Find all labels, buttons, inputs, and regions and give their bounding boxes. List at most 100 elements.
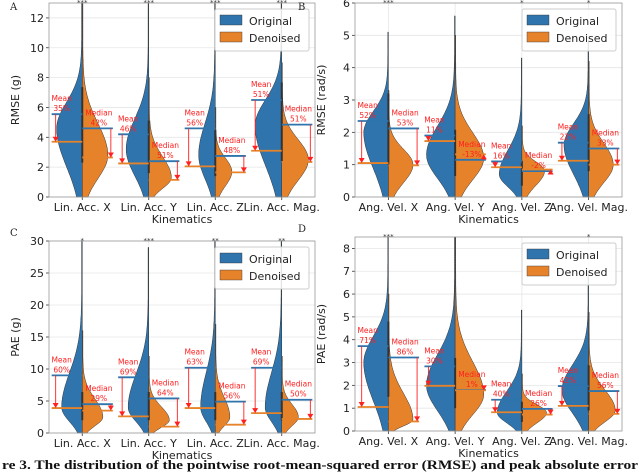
y-tick-label: 2 <box>343 126 350 139</box>
violin-denoised <box>215 107 233 198</box>
mean-label: Mean <box>491 380 512 389</box>
y-tick-label: 6 <box>343 288 350 301</box>
y-tick-label: 5 <box>343 29 350 42</box>
violin-denoised <box>215 323 231 434</box>
median-arrow-head <box>480 154 487 160</box>
y-tick-label: 0 <box>343 191 350 204</box>
panel-letter: B <box>298 2 305 13</box>
mean-label: Mean <box>558 366 579 375</box>
panel-letter: C <box>10 228 18 239</box>
significance-marker: *** <box>210 0 221 7</box>
median-arrow-head <box>174 174 181 180</box>
y-tick-label: 4 <box>343 334 350 347</box>
violin-denoised <box>148 77 172 198</box>
mean-reduction-label: 40% <box>493 390 510 399</box>
median-arrow-head <box>614 159 621 165</box>
legend-label-denoised: Denoised <box>556 32 607 45</box>
median-reduction-label: 64% <box>157 388 174 397</box>
x-axis-label: Kinematics <box>458 213 519 226</box>
x-tick-label: Lin. Acc. X <box>54 437 112 450</box>
x-tick-label: Ang. Vel. Mag. <box>549 201 628 214</box>
x-tick-label: Lin. Acc. Y <box>121 201 178 214</box>
mean-reduction-label: 56% <box>186 118 203 127</box>
mean-reduction-label: 69% <box>120 367 137 376</box>
median-label: Median <box>592 129 620 138</box>
violin-denoised <box>281 62 309 198</box>
y-tick-label: 8 <box>37 72 44 85</box>
legend-swatch-original <box>526 248 550 260</box>
violin-denoised <box>454 236 484 432</box>
legend-swatch-denoised <box>526 265 550 277</box>
violin-denoised <box>588 312 616 432</box>
y-tick-label: 0 <box>37 427 44 440</box>
y-tick-label: 5 <box>343 311 350 324</box>
violin-original <box>127 247 149 434</box>
median-label: Median <box>85 384 113 393</box>
violin-denoised <box>148 355 170 434</box>
median-reduction-label: 51% <box>290 115 307 124</box>
mean-arrow-head <box>492 162 499 168</box>
median-reduction-label: -2% <box>531 161 546 170</box>
mean-arrow-head <box>52 136 59 142</box>
median-arrow-head <box>547 169 554 175</box>
median-arrow-head <box>240 419 247 425</box>
y-tick-label: 2 <box>343 379 350 392</box>
significance-marker: *** <box>77 0 88 7</box>
mean-reduction-label: 60% <box>53 365 70 374</box>
median-arrow-head <box>240 167 247 173</box>
median-label: Median <box>152 141 180 150</box>
mean-arrow-head <box>252 145 259 151</box>
legend: Original Denoised <box>521 242 617 286</box>
y-tick-label: 15 <box>30 331 44 344</box>
x-tick-label: Ang. Vel. Mag. <box>549 435 628 448</box>
mean-reduction-label: 63% <box>186 358 203 367</box>
median-reduction-label: 29% <box>91 394 108 403</box>
violin-original <box>125 2 149 198</box>
significance-marker: *** <box>277 0 288 7</box>
y-tick-label: 10 <box>30 363 44 376</box>
legend: Original Denoised <box>214 8 310 52</box>
violin-denoised <box>82 2 109 198</box>
axes-frame <box>354 2 623 198</box>
median-label: Median <box>218 136 246 145</box>
violin-original <box>426 236 456 432</box>
y-axis-label: PAE (rad/s) <box>315 304 328 364</box>
x-tick-label: Ang. Vel. X <box>359 435 419 448</box>
mean-reduction-label: 35% <box>53 104 70 113</box>
median-label: Median <box>458 140 486 149</box>
violin-denoised <box>388 90 414 198</box>
y-tick-label: 7 <box>343 265 350 278</box>
x-tick-label: Lin. Acc. Mag. <box>244 437 320 450</box>
mean-label: Mean <box>424 116 445 125</box>
violin-original <box>363 31 389 198</box>
median-arrow-head <box>107 152 114 158</box>
x-tick-label: Lin. Acc. Z <box>187 437 245 450</box>
median-label: Median <box>391 338 419 347</box>
violin-original <box>198 2 216 198</box>
mean-arrow-head <box>558 400 565 406</box>
violin-original <box>563 41 589 198</box>
legend: Original Denoised <box>521 8 617 52</box>
x-axis-label: Kinematics <box>152 213 213 226</box>
y-axis-label: RMSE (g) <box>9 75 22 125</box>
x-tick-label: Lin. Acc. Mag. <box>244 201 320 214</box>
y-tick-label: 3 <box>343 357 350 370</box>
median-label: Median <box>285 380 313 389</box>
mean-reduction-label: 71% <box>359 336 376 345</box>
mean-arrow-head <box>425 380 432 386</box>
median-reduction-label: 33% <box>597 139 614 148</box>
significance-marker: * <box>520 0 524 7</box>
median-reduction-label: 1% <box>466 380 478 389</box>
violin-original <box>499 57 523 198</box>
y-tick-label: 0 <box>343 425 350 438</box>
mean-arrow-head <box>358 402 365 408</box>
panel-letter: D <box>298 224 306 235</box>
median-arrow-head <box>480 385 487 391</box>
mean-arrow-head <box>185 161 192 167</box>
y-tick-label: 4 <box>343 62 350 75</box>
median-arrow-head <box>107 405 114 411</box>
median-arrow-head <box>614 408 621 414</box>
median-reduction-label: 56% <box>597 381 614 390</box>
median-arrow-head <box>174 421 181 427</box>
